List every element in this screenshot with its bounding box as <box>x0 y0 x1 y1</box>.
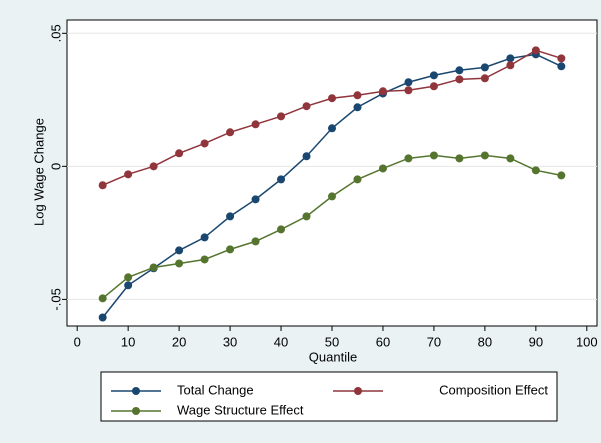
x-tick-label: 60 <box>376 334 390 349</box>
x-tick-label: 30 <box>223 334 237 349</box>
y-tick-label: .05 <box>48 24 63 42</box>
point <box>251 120 260 129</box>
point <box>531 166 540 175</box>
point <box>353 91 362 100</box>
legend-label: Wage Structure Effect <box>177 402 304 417</box>
y-tick-label: 0 <box>48 163 63 170</box>
point <box>328 192 336 201</box>
legend-swatch-marker <box>132 387 140 395</box>
x-tick-label: 50 <box>325 334 339 349</box>
point <box>226 245 235 254</box>
x-tick-label: 20 <box>172 334 186 349</box>
point <box>455 75 464 84</box>
point <box>175 246 184 255</box>
point <box>302 152 311 161</box>
point <box>378 164 387 173</box>
point <box>353 175 362 184</box>
point <box>277 175 286 184</box>
point <box>455 154 464 163</box>
point <box>429 82 438 91</box>
point <box>429 151 438 160</box>
x-tick-label: 0 <box>74 334 81 349</box>
point <box>328 94 336 103</box>
point <box>149 162 158 171</box>
point <box>506 54 515 63</box>
point <box>480 74 489 83</box>
x-tick-label: 40 <box>274 334 288 349</box>
point <box>429 71 438 80</box>
point <box>506 154 515 163</box>
point <box>302 102 311 111</box>
point <box>480 151 489 160</box>
point <box>200 255 209 264</box>
x-tick-label: 80 <box>478 334 492 349</box>
y-tick-label: -.05 <box>48 288 63 310</box>
point <box>404 86 413 95</box>
legend <box>100 371 558 422</box>
x-tick-label: 70 <box>427 334 441 349</box>
y-axis-label: Log Wage Change <box>31 118 46 226</box>
point <box>226 128 235 137</box>
point <box>124 170 133 179</box>
point <box>124 281 133 290</box>
point <box>557 171 566 180</box>
point <box>98 181 107 190</box>
point <box>200 139 209 148</box>
x-tick-label: 10 <box>121 334 135 349</box>
point <box>557 54 566 63</box>
point <box>251 195 260 204</box>
point <box>226 212 235 221</box>
point <box>328 124 336 133</box>
point <box>98 313 107 322</box>
plot-area <box>66 19 598 327</box>
point <box>557 62 566 71</box>
point <box>480 63 489 72</box>
point <box>378 87 387 96</box>
x-axis-label: Quantile <box>309 349 357 364</box>
point <box>200 233 209 242</box>
point <box>175 149 184 158</box>
legend-swatch-marker <box>132 407 140 415</box>
x-tick-label: 90 <box>529 334 543 349</box>
point <box>149 263 158 272</box>
point <box>506 61 515 70</box>
legend-label: Composition Effect <box>439 382 548 397</box>
point <box>98 294 107 303</box>
point <box>353 103 362 112</box>
point <box>404 154 413 163</box>
point <box>531 46 540 55</box>
point <box>277 112 286 121</box>
point <box>277 225 286 234</box>
legend-swatch-marker <box>354 387 362 395</box>
point <box>175 259 184 268</box>
point <box>404 78 413 87</box>
point <box>251 237 260 246</box>
legend-label: Total Change <box>177 382 254 397</box>
point <box>302 212 311 221</box>
x-tick-label: 100 <box>576 334 598 349</box>
point <box>124 273 133 282</box>
point <box>455 66 464 75</box>
